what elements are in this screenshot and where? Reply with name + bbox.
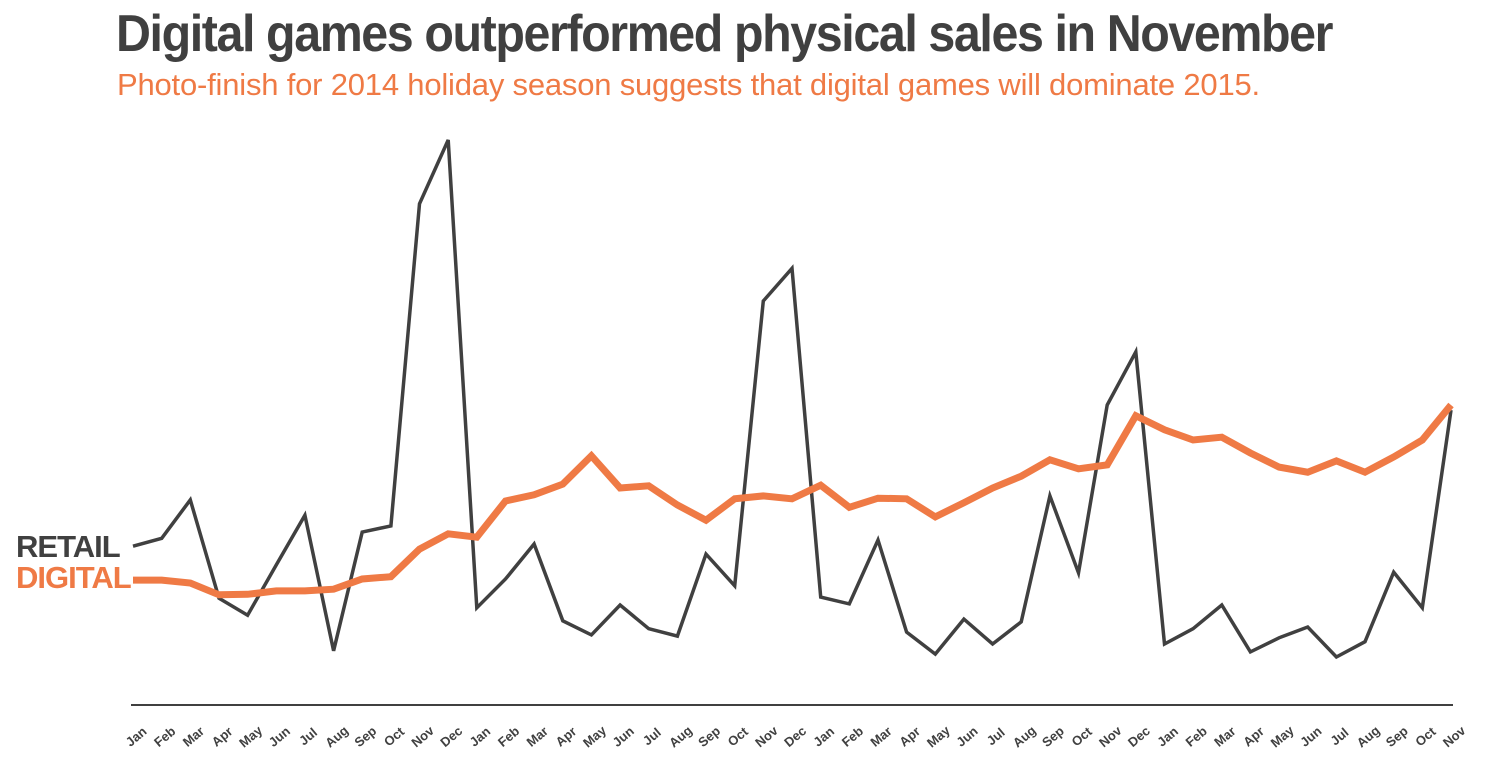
x-tick-label: Nov [1440,722,1469,750]
x-tick-label: Feb [1183,723,1210,749]
x-tick-label: Feb [495,723,522,749]
x-tick-label: Oct [725,723,752,749]
x-tick-label: Jan [1154,724,1181,750]
x-tick-label: Apr [1240,724,1267,750]
x-tick-label: Jan [123,724,150,750]
x-axis-ticks: Jan Feb Mar Apr May Jun Jul Aug Sep Oct Nov Dec Jan F… [123,722,1469,750]
x-tick-label: Sep [351,723,379,750]
x-tick-label: Jul [640,725,664,749]
x-tick-label: Apr [209,724,236,750]
x-tick-label: Sep [695,723,723,750]
x-tick-label: Jun [1297,723,1324,749]
x-tick-label: Jul [1327,725,1351,749]
x-tick-label: Nov [1096,722,1125,750]
x-tick-label: Dec [781,723,809,750]
series-layer [132,139,1454,660]
x-tick-label: Feb [151,723,178,749]
x-tick-label: Dec [1125,723,1153,750]
x-tick-label: Oct [1069,723,1096,749]
x-tick-label: Sep [1383,723,1411,750]
x-tick-label: May [924,722,954,750]
x-tick-label: Dec [437,723,465,750]
legend-label-digital: DIGITAL [16,560,131,595]
x-tick-label: Jun [953,723,980,749]
x-tick-label: May [236,722,266,750]
x-tick-label: Oct [1412,723,1439,749]
x-tick-label: Aug [1010,723,1039,751]
x-tick-label: Apr [896,724,923,750]
x-tick-label: Nov [752,722,781,750]
x-tick-label: Mar [524,723,551,749]
x-tick-label: Mar [1211,723,1238,749]
x-tick-label: Jun [610,723,637,749]
chart-title: Digital games outperformed physical sale… [116,5,1333,63]
series-line-retail [132,139,1453,660]
series-line-digital [133,402,1454,599]
legend-label-retail: RETAIL [16,529,120,564]
x-tick-label: Nov [408,722,437,750]
x-tick-label: Aug [1354,723,1383,751]
x-tick-label: Mar [180,723,207,749]
x-tick-label: Aug [666,723,695,751]
x-tick-label: May [1268,722,1298,750]
x-tick-label: Apr [552,724,579,750]
x-tick-label: Jan [467,724,494,750]
x-tick-label: Feb [839,723,866,749]
chart-subtitle: Photo-finish for 2014 holiday season sug… [117,67,1260,102]
x-tick-label: Jun [266,723,293,749]
x-tick-label: Jan [810,724,837,750]
x-tick-label: Oct [381,723,408,749]
x-tick-label: Sep [1039,723,1067,750]
x-tick-label: Mar [867,723,894,749]
x-tick-label: Jul [984,725,1008,749]
x-tick-label: May [580,722,610,750]
x-tick-label: Aug [322,723,351,751]
x-tick-label: Jul [296,725,320,749]
